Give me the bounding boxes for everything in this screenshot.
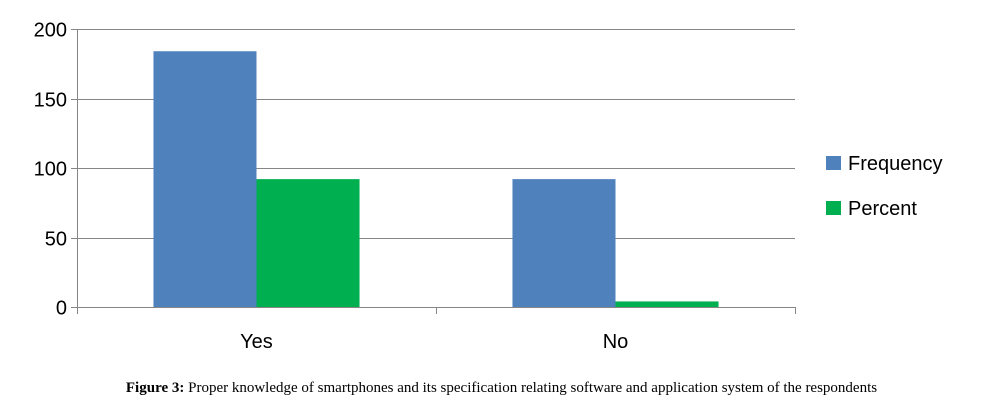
y-tick-label: 200 <box>34 20 67 42</box>
bar-frequency-no <box>512 179 616 307</box>
bars <box>153 51 719 307</box>
x-category-labels: Yes No <box>240 331 628 353</box>
axes <box>71 29 796 314</box>
bar-percent-yes <box>256 179 360 307</box>
caption-text: Proper knowledge of smartphones and its … <box>184 380 878 396</box>
y-tick-label: 100 <box>34 159 67 181</box>
y-tick-label: 150 <box>34 90 67 112</box>
legend-label-frequency: Frequency <box>848 153 943 175</box>
bar-percent-no <box>615 301 719 307</box>
y-tick-label: 0 <box>56 298 67 320</box>
caption-label: Figure 3: <box>125 380 185 396</box>
y-tick-label: 50 <box>45 229 67 251</box>
legend-swatch-percent <box>826 201 841 215</box>
legend-label-percent: Percent <box>848 198 917 220</box>
legend: Frequency Percent <box>826 153 943 220</box>
y-tick-labels: 0 50 100 150 200 <box>34 20 67 320</box>
bar-chart: 0 50 100 150 200 Yes No Frequency Percent <box>34 20 943 354</box>
bar-frequency-yes <box>153 51 257 307</box>
legend-swatch-frequency <box>826 156 841 170</box>
figure-caption: Figure 3: Proper knowledge of smartphone… <box>0 380 1003 397</box>
x-category-label: No <box>603 331 629 353</box>
x-category-label: Yes <box>240 331 273 353</box>
